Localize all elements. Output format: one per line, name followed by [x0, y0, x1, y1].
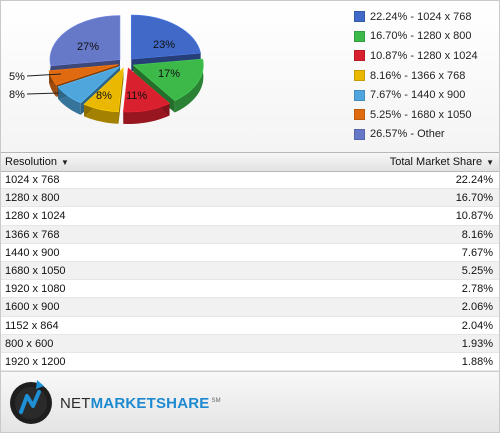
legend-label: 5.25% - 1680 x 1050: [370, 108, 472, 121]
pie-slices: [48, 14, 204, 124]
slice-label-1280x1024: 11%: [126, 90, 147, 102]
share-cell: 1.88%: [461, 355, 493, 368]
table-row: 800 x 600 1.93%: [1, 334, 499, 353]
share-cell: 7.67%: [461, 246, 493, 259]
brand-net: NET: [60, 395, 91, 412]
slice-label-other: 27%: [77, 41, 99, 53]
resolution-cell: 800 x 600: [5, 337, 54, 350]
share-cell: 5.25%: [461, 264, 493, 277]
legend-swatch: [354, 50, 365, 62]
pie-chart: 23% 17% 11% 8% 8% 5% 27%: [9, 14, 204, 124]
slice-label-1366x768: 8%: [96, 90, 112, 102]
legend-item-1366x768[interactable]: 8.16% - 1366 x 768: [354, 66, 478, 86]
legend-item-other[interactable]: 26.57% - Other: [354, 125, 478, 145]
legend-item-1440x900[interactable]: 7.67% - 1440 x 900: [354, 85, 478, 105]
share-cell: 16.70%: [455, 192, 493, 205]
resolution-cell: 1600 x 900: [5, 301, 60, 314]
brand-marketshare: MARKETSHARE: [90, 395, 210, 412]
legend-swatch: [354, 128, 365, 140]
brand-servicemark: SM: [211, 398, 221, 404]
resolution-cell: 1366 x 768: [5, 228, 60, 241]
leader-line-1680x1050: [26, 73, 62, 77]
table-row: 1920 x 1080 2.78%: [1, 280, 499, 299]
resolution-cell: 1920 x 1080: [5, 283, 66, 296]
legend-swatch: [354, 11, 365, 23]
share-cell: 2.04%: [461, 319, 493, 332]
legend-label: 10.87% - 1280 x 1024: [370, 49, 478, 62]
legend-item-1280x1024[interactable]: 10.87% - 1280 x 1024: [354, 46, 478, 66]
legend-label: 26.57% - Other: [370, 128, 445, 141]
legend-item-1024x768[interactable]: 22.24% - 1024 x 768: [354, 7, 478, 27]
legend-item-1280x800[interactable]: 16.70% - 1280 x 800: [354, 27, 478, 47]
resolution-cell: 1024 x 768: [5, 174, 60, 186]
slice-1366x768[interactable]: [83, 67, 124, 124]
legend-swatch: [354, 89, 365, 101]
share-cell: 1.93%: [461, 337, 493, 350]
share-cell: 8.16%: [461, 228, 493, 241]
sort-down-icon: ▼: [486, 158, 494, 167]
legend-swatch: [354, 109, 365, 121]
table-row: 1440 x 900 7.67%: [1, 244, 499, 262]
sort-down-icon: ▼: [60, 158, 69, 167]
resolution-cell: 1280 x 800: [5, 192, 60, 205]
netmarketshare-logo-icon[interactable]: [7, 376, 55, 428]
share-column-header[interactable]: Total Market Share ▼: [390, 153, 494, 171]
resolution-column-header[interactable]: Resolution ▼: [5, 153, 69, 171]
slice-label-1680x1050: 5%: [9, 71, 25, 83]
slice-1280x1024[interactable]: [123, 67, 171, 124]
slice-1440x900[interactable]: [57, 66, 121, 115]
brand-wordmark[interactable]: NETMARKETSHARE SM: [60, 395, 221, 412]
slice-label-1024x768: 23%: [153, 39, 175, 51]
table-header: Resolution ▼ Total Market Share ▼: [1, 152, 499, 172]
chart-area: 23% 17% 11% 8% 8% 5% 27% 22.24% - 1024 x…: [1, 1, 499, 152]
share-cell: 10.87%: [455, 210, 493, 223]
share-cell: 22.24%: [455, 174, 493, 186]
legend-swatch: [354, 30, 365, 42]
table-row: 1680 x 1050 5.25%: [1, 261, 499, 281]
legend-label: 22.24% - 1024 x 768: [370, 10, 472, 23]
table-row: 1366 x 768 8.16%: [1, 225, 499, 244]
table-row: 1280 x 800 16.70%: [1, 189, 499, 208]
resolution-header-label: Resolution: [5, 156, 57, 168]
table-row: 1920 x 1200 1.88%: [1, 353, 499, 372]
footer: NETMARKETSHARE SM: [1, 371, 499, 432]
share-cell: 2.78%: [461, 283, 493, 296]
share-header-label: Total Market Share: [389, 156, 483, 168]
resolution-cell: 1680 x 1050: [5, 264, 66, 277]
legend-label: 16.70% - 1280 x 800: [370, 30, 472, 43]
resolution-cell: 1280 x 1024: [5, 210, 66, 223]
resolution-cell: 1440 x 900: [5, 246, 60, 259]
table-row: 1024 x 768 22.24%: [1, 171, 499, 190]
chart-legend: 22.24% - 1024 x 768 16.70% - 1280 x 800 …: [354, 7, 478, 144]
slice-label-1440x900: 8%: [9, 89, 25, 101]
leader-line-1440x900: [26, 92, 60, 95]
table-body: 1024 x 768 22.24% 1280 x 800 16.70% 1280 x…: [1, 171, 499, 372]
pie-labels: 23% 17% 11% 8% 8% 5% 27%: [9, 39, 180, 102]
legend-label: 8.16% - 1366 x 768: [370, 69, 466, 82]
legend-label: 7.67% - 1440 x 900: [370, 89, 466, 102]
table-row: 1600 x 900 2.06%: [1, 298, 499, 317]
table-row: 1280 x 1024 10.87%: [1, 207, 499, 226]
legend-item-1680x1050[interactable]: 5.25% - 1680 x 1050: [354, 105, 478, 125]
legend-swatch: [354, 70, 365, 82]
table-row: 1152 x 864 2.04%: [1, 317, 499, 335]
slice-label-1280x800: 17%: [158, 68, 180, 80]
share-cell: 2.06%: [461, 301, 493, 314]
resolution-cell: 1152 x 864: [5, 319, 59, 332]
resolution-cell: 1920 x 1200: [5, 355, 66, 368]
